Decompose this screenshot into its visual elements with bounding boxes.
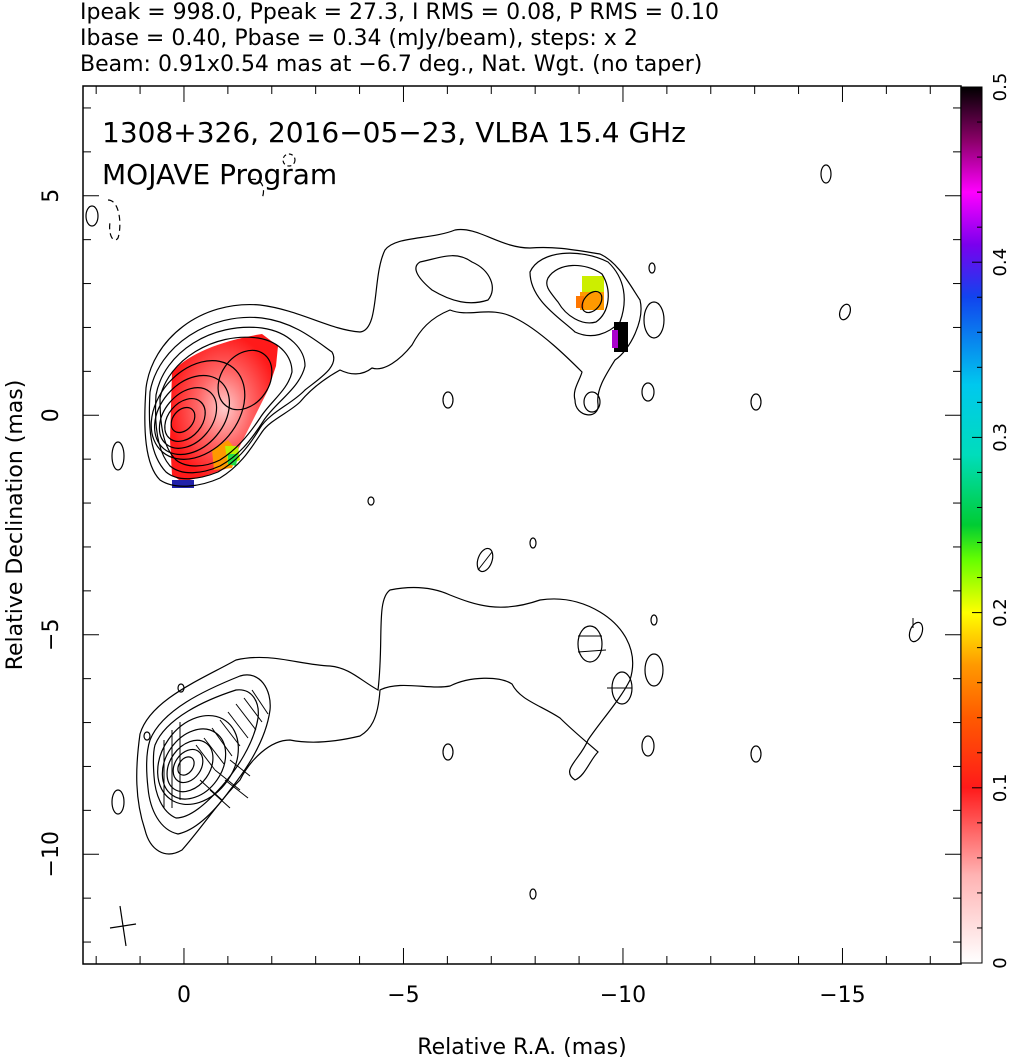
- contour-upper-9: [170, 406, 196, 434]
- contour-lower-7: [172, 748, 204, 784]
- contour-upper-blob-9: [111, 441, 125, 471]
- colorbar-tick-label: 0.4: [990, 248, 1011, 277]
- beam-minor-axis: [109, 923, 137, 929]
- contour-lower-blob-12: [177, 683, 185, 693]
- contour-upper-knot-core: [581, 290, 603, 314]
- x-tick-label: −5: [387, 983, 419, 1008]
- contour-lower-blob-3: [641, 735, 655, 757]
- y-axis-label: Relative Declination (mas): [3, 380, 28, 671]
- contour-lower-blob-7: [529, 537, 537, 549]
- contour-upper-blob-1: [643, 301, 665, 339]
- contour-upper-4: [159, 336, 293, 467]
- evpa-vector-blob-3: [477, 551, 493, 571]
- x-axis-ticks: 0 −5 −10 −15: [95, 86, 931, 1008]
- plot-title-line-1: 1308+326, 2016−05−23, VLBA 15.4 GHz: [102, 116, 686, 149]
- x-tick-label: 0: [177, 983, 191, 1008]
- y-tick-label: 5: [39, 189, 64, 203]
- contour-lower-blob-10: [908, 621, 924, 643]
- header-line-3: Beam: 0.91x0.54 mas at −6.7 deg., Nat. W…: [80, 52, 703, 77]
- contour-lower-blob-8: [529, 888, 537, 900]
- y-axis-ticks: 5 0 −5 −10: [39, 107, 961, 943]
- colorbar-tick-label: 0.3: [990, 423, 1011, 452]
- y-tick-label: −5: [39, 619, 64, 651]
- contour-upper-blob-10: [367, 496, 375, 506]
- contour-upper-jet-knot: [217, 349, 273, 411]
- intensity-contours-upper: [85, 153, 852, 506]
- data-layer: [85, 153, 924, 947]
- contour-upper-blob-2: [648, 262, 656, 274]
- contour-lower-2: [146, 674, 271, 835]
- colorbar-tick-label: 0.2: [990, 598, 1011, 627]
- intensity-contours-lower: [111, 537, 924, 900]
- contour-upper-blob-3: [641, 382, 655, 402]
- contour-lower-blob-4: [442, 743, 454, 761]
- plot-frame: [82, 85, 962, 965]
- evpa-vector-knot-2: [577, 649, 607, 653]
- contour-upper-2: [148, 316, 335, 480]
- contour-upper-neg-2: [249, 178, 265, 199]
- contour-upper-blob-5: [442, 391, 454, 409]
- colorbar-ticks: 0 0.1 0.2 0.3 0.4 0.5: [972, 73, 1011, 969]
- contour-upper-knot-outer: [529, 252, 625, 337]
- contour-upper-blob-7: [838, 303, 852, 321]
- colorbar-tick-label: 0: [990, 957, 1011, 968]
- contour-upper-jet-inner: [415, 255, 493, 304]
- polarization-intensity-map: [170, 276, 628, 488]
- evpa-vector-field-core: [163, 689, 269, 809]
- header-line-1: Ipeak = 998.0, Ppeak = 27.3, I RMS = 0.0…: [80, 0, 719, 25]
- contour-upper-blob-11: [85, 205, 99, 227]
- header-line-2: Ibase = 0.40, Pbase = 0.34 (mJy/beam), s…: [80, 26, 638, 51]
- contour-upper-neg-3: [282, 153, 296, 167]
- pol-patch-edge: [172, 480, 194, 488]
- contour-upper-8: [164, 398, 206, 442]
- beam-marker: [109, 905, 137, 947]
- pol-patch-knot-yellow: [582, 276, 604, 292]
- contour-upper-knot-inner: [546, 264, 609, 324]
- contour-lower-blob-13: [143, 731, 151, 741]
- contour-lower-6: [166, 739, 214, 793]
- contour-lower-blob-6: [476, 547, 494, 573]
- contour-lower-outer: [136, 586, 634, 855]
- contour-lower-blob-2: [644, 653, 664, 687]
- pol-patch-magenta: [612, 330, 618, 348]
- contour-upper-5: [150, 360, 246, 460]
- contour-upper-outer: [144, 228, 642, 487]
- colorbar-tick-label: 0.1: [990, 773, 1011, 802]
- contour-upper-7: [158, 387, 218, 449]
- plot-title-line-2: MOJAVE Program: [102, 158, 337, 191]
- contour-lower-blob-11: [111, 789, 125, 815]
- y-tick-label: −10: [39, 831, 64, 877]
- x-axis-label: Relative R.A. (mas): [417, 1035, 626, 1060]
- contour-upper-blob-8: [820, 164, 832, 184]
- contour-lower-knot: [577, 625, 603, 663]
- contour-lower-blob-5: [750, 745, 762, 763]
- polarization-vectors: [163, 551, 914, 809]
- contour-upper-3: [154, 326, 306, 474]
- colorbar-tick-label: 0.5: [990, 73, 1011, 102]
- y-tick-label: 0: [39, 408, 64, 422]
- contour-lower-blob-9: [650, 614, 658, 626]
- x-tick-label: −10: [600, 983, 646, 1008]
- contour-upper-6: [153, 374, 231, 456]
- pol-patch-core: [170, 334, 278, 482]
- contour-lower-4: [157, 714, 239, 806]
- pol-patch-knot-tip: [576, 296, 584, 308]
- colorbar: [960, 86, 983, 964]
- contour-upper-blob-4: [583, 391, 601, 413]
- contour-upper-blob-6: [750, 393, 762, 411]
- contour-lower-3: [152, 689, 259, 819]
- contour-upper-neg-1: [107, 199, 121, 241]
- x-tick-label: −15: [819, 983, 865, 1008]
